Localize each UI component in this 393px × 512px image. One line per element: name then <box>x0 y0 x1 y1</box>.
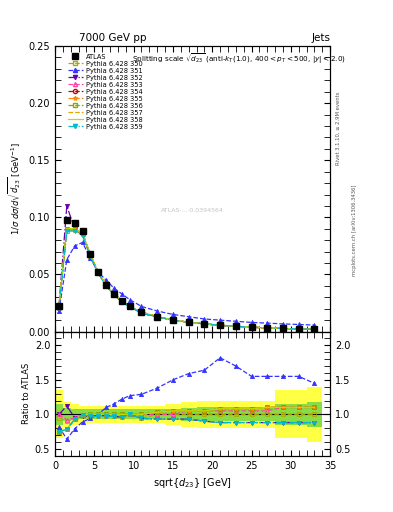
Text: Rivet 3.1.10, ≥ 2.9M events: Rivet 3.1.10, ≥ 2.9M events <box>336 91 341 165</box>
Text: mcplots.cern.ch [arXiv:1306.3436]: mcplots.cern.ch [arXiv:1306.3436] <box>352 185 357 276</box>
Y-axis label: $1/\sigma\ d\sigma/d\sqrt{d_{23}}\ [\mathrm{GeV}^{-1}]$: $1/\sigma\ d\sigma/d\sqrt{d_{23}}\ [\mat… <box>7 142 23 236</box>
Text: ATLAS·...·0.0394564: ATLAS·...·0.0394564 <box>161 208 224 212</box>
Legend: ATLAS, Pythia 6.428 350, Pythia 6.428 351, Pythia 6.428 352, Pythia 6.428 353, P: ATLAS, Pythia 6.428 350, Pythia 6.428 35… <box>66 52 144 131</box>
Y-axis label: Ratio to ATLAS: Ratio to ATLAS <box>22 363 31 424</box>
Text: Splitting scale $\sqrt{d_{23}}$ (anti-$k_T$(1.0), $400<p_T<500$, $|y|<2.0)$: Splitting scale $\sqrt{d_{23}}$ (anti-$k… <box>132 52 346 66</box>
Text: 7000 GeV pp: 7000 GeV pp <box>79 33 146 44</box>
Text: Jets: Jets <box>311 33 330 44</box>
X-axis label: $\mathrm{sqrt}\{d_{23}\}\ [\mathrm{GeV}]$: $\mathrm{sqrt}\{d_{23}\}\ [\mathrm{GeV}]… <box>153 476 232 490</box>
